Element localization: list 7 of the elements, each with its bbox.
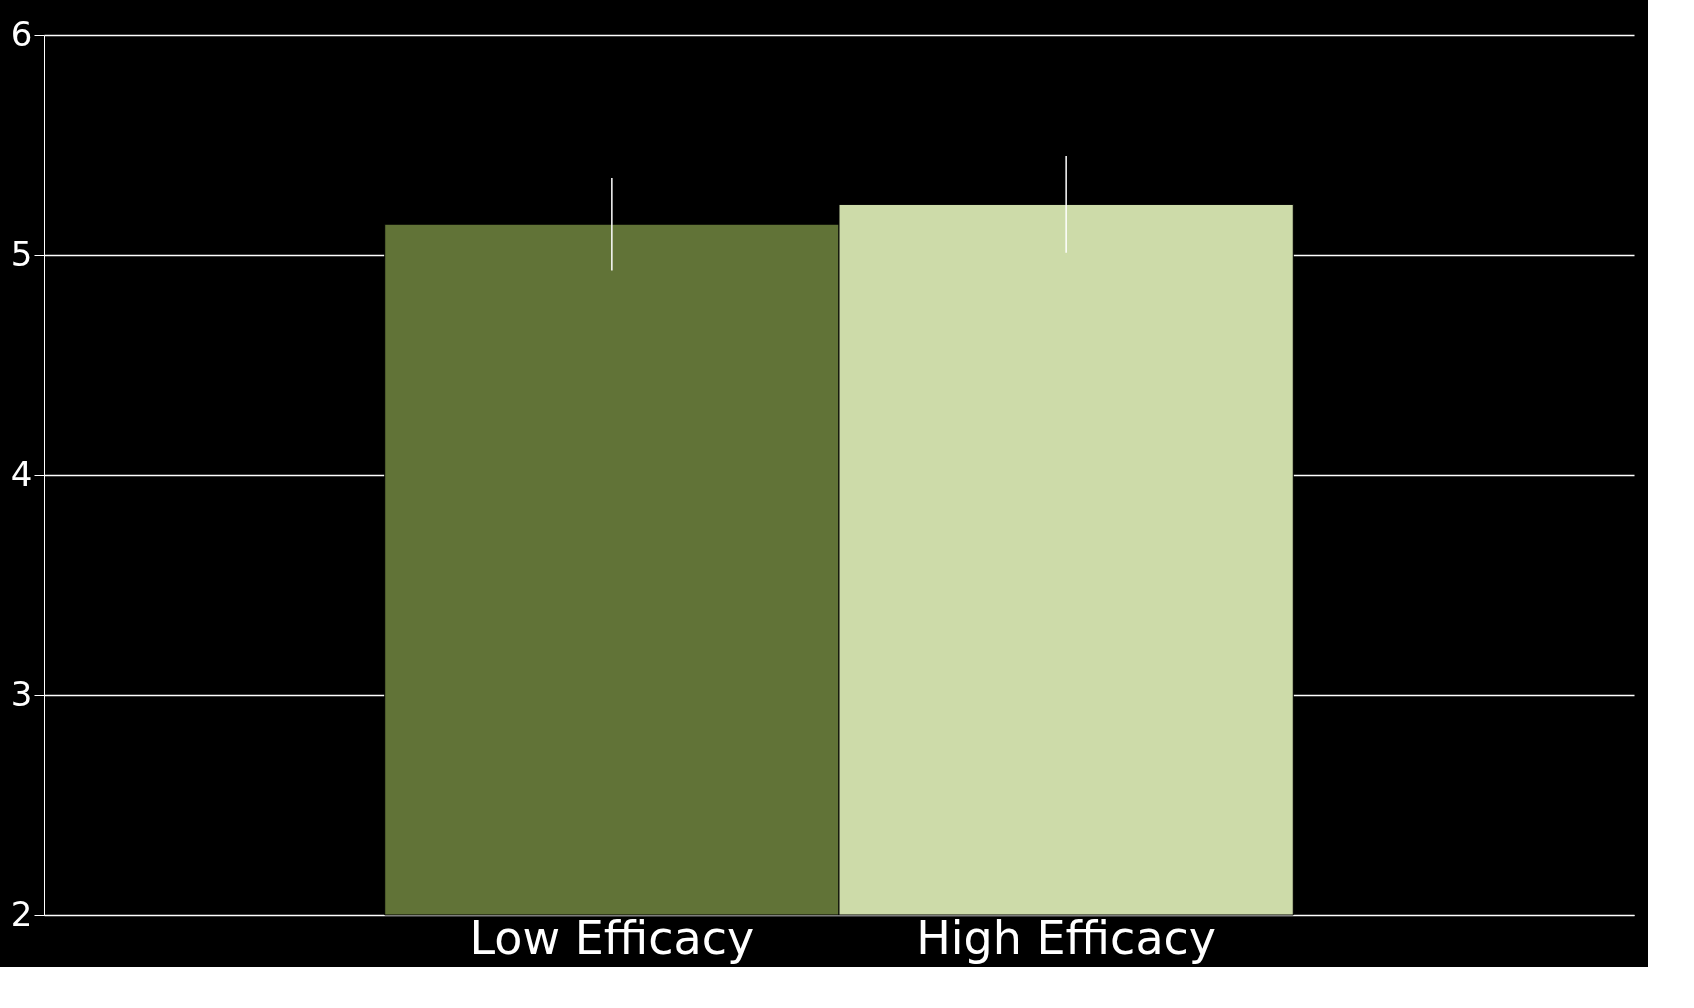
y-tick-label: 2	[10, 893, 33, 934]
y-tick-label: 6	[10, 13, 33, 54]
x-tick-label: High Efficacy	[916, 910, 1217, 965]
x-tick-label: Low Efficacy	[469, 910, 755, 965]
y-tick-label: 5	[10, 233, 33, 274]
y-tick-label: 4	[10, 453, 33, 494]
y-tick-label: 3	[10, 673, 33, 714]
